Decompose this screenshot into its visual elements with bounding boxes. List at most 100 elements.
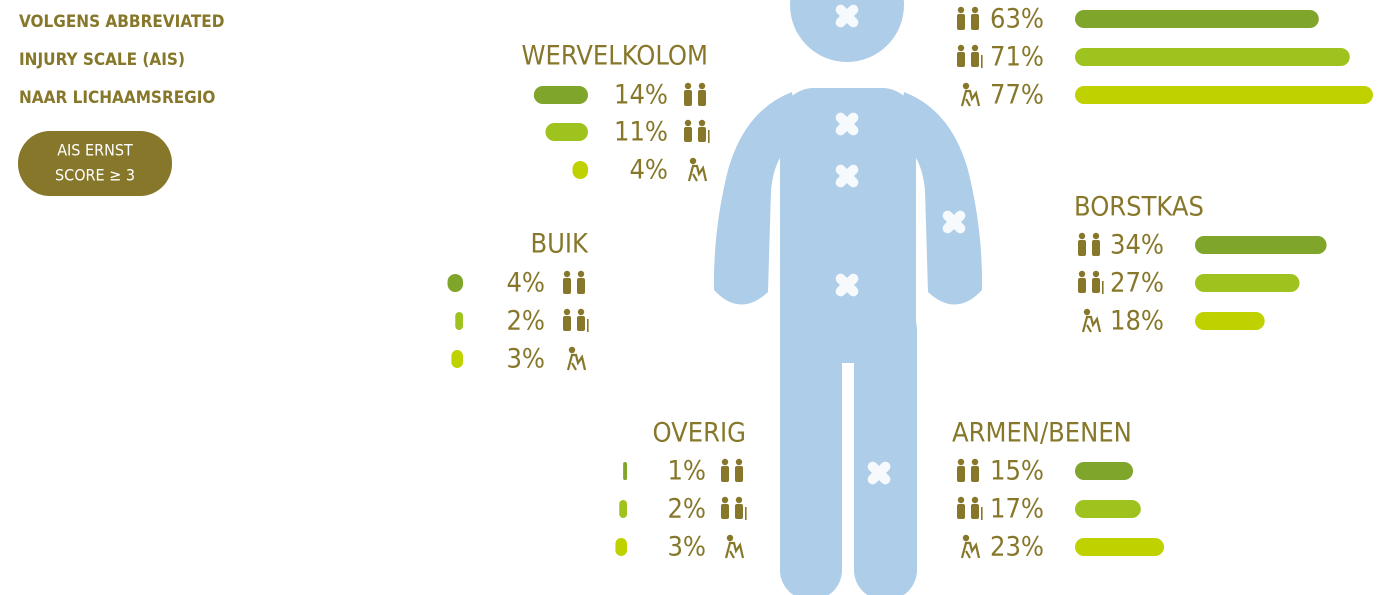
- icon-head: [564, 271, 570, 277]
- age-icon: [721, 459, 743, 482]
- icon-body: [957, 504, 965, 519]
- icon-body: [971, 52, 979, 67]
- icon-head: [1079, 271, 1085, 277]
- age-icon: [563, 309, 589, 332]
- icon-head: [564, 309, 570, 315]
- icon-head: [578, 309, 584, 315]
- icon-head: [685, 83, 691, 89]
- value-label: 14%: [614, 80, 668, 111]
- icon-head: [963, 83, 969, 89]
- header-line: NAAR LICHAAMSREGIO: [19, 88, 215, 108]
- icon-body: [735, 466, 743, 482]
- value-label: 27%: [1110, 268, 1164, 299]
- icon-head: [736, 459, 742, 465]
- bar: [448, 274, 463, 292]
- icon-body: [577, 278, 585, 294]
- value-label: 34%: [1110, 230, 1164, 261]
- bar: [1195, 312, 1265, 330]
- value-label: 3%: [667, 532, 706, 563]
- age-icon: [1083, 309, 1100, 332]
- icon-walker: [962, 543, 979, 558]
- icon-cane: [745, 507, 747, 520]
- bar: [545, 123, 588, 141]
- icon-head: [699, 120, 705, 126]
- icon-body: [577, 316, 585, 331]
- age-icon: [957, 459, 979, 482]
- icon-head: [972, 459, 978, 465]
- bar: [619, 500, 627, 518]
- bar: [1195, 274, 1299, 292]
- region-title: ARMEN/BENEN: [952, 418, 1132, 449]
- icon-cane: [708, 130, 710, 143]
- age-icon: [726, 535, 743, 558]
- icon-head: [972, 45, 978, 51]
- icon-head: [958, 45, 964, 51]
- icon-head: [958, 7, 964, 13]
- icon-body: [563, 278, 571, 294]
- icon-body: [1078, 278, 1086, 293]
- bar: [623, 462, 627, 480]
- icon-head: [722, 497, 728, 503]
- bar: [1075, 48, 1350, 66]
- age-icon: [684, 120, 710, 143]
- value-label: 2%: [506, 306, 545, 337]
- header-line: INJURY SCALE (AIS): [19, 50, 185, 70]
- icon-head: [1093, 271, 1099, 277]
- value-label: 18%: [1110, 306, 1164, 337]
- icon-head: [1084, 309, 1090, 315]
- bar: [615, 538, 627, 556]
- icon-cane: [587, 319, 589, 332]
- icon-head: [736, 497, 742, 503]
- age-icon: [563, 271, 585, 294]
- bar: [455, 312, 463, 330]
- badge-text: AIS ERNST: [57, 141, 133, 160]
- value-label: 4%: [506, 268, 545, 299]
- value-label: 11%: [614, 117, 668, 148]
- icon-head: [722, 459, 728, 465]
- icon-walker: [1083, 317, 1100, 332]
- icon-body: [684, 90, 692, 106]
- icon-body: [735, 504, 743, 519]
- bar: [1075, 538, 1164, 556]
- value-label: 4%: [629, 155, 668, 186]
- age-icon: [689, 158, 706, 181]
- icon-head: [569, 347, 575, 353]
- icon-head: [1079, 233, 1085, 239]
- value-label: 17%: [990, 494, 1044, 525]
- icon-walker: [568, 355, 585, 370]
- icon-cane: [981, 507, 983, 520]
- age-icon: [568, 347, 585, 370]
- icon-head: [727, 535, 733, 541]
- bar: [1075, 500, 1141, 518]
- value-label: 77%: [990, 80, 1044, 111]
- icon-body: [971, 466, 979, 482]
- age-icon: [721, 497, 747, 520]
- icon-body: [957, 14, 965, 30]
- value-label: 15%: [990, 456, 1044, 487]
- icon-walker: [726, 543, 743, 558]
- icon-head: [699, 83, 705, 89]
- icon-body: [971, 14, 979, 30]
- icon-body: [1078, 240, 1086, 256]
- icon-body: [721, 504, 729, 519]
- icon-head: [1093, 233, 1099, 239]
- age-icon: [684, 83, 706, 106]
- bar: [1075, 462, 1133, 480]
- icon-head: [958, 459, 964, 465]
- bar: [1075, 86, 1373, 104]
- value-label: 23%: [990, 532, 1044, 563]
- value-label: 1%: [667, 456, 706, 487]
- icon-head: [972, 497, 978, 503]
- value-label: 3%: [506, 344, 545, 375]
- value-label: 71%: [990, 42, 1044, 73]
- icon-body: [1092, 240, 1100, 256]
- age-icon: [957, 497, 983, 520]
- bar: [1195, 236, 1327, 254]
- badge-text: SCORE ≥ 3: [55, 166, 135, 185]
- age-icon: [962, 83, 979, 106]
- region-title: BORSTKAS: [1074, 192, 1204, 223]
- icon-body: [698, 127, 706, 142]
- region-title: WERVELKOLOM: [522, 41, 708, 72]
- icon-body: [698, 90, 706, 106]
- header-line: VOLGENS ABBREVIATED: [19, 12, 224, 32]
